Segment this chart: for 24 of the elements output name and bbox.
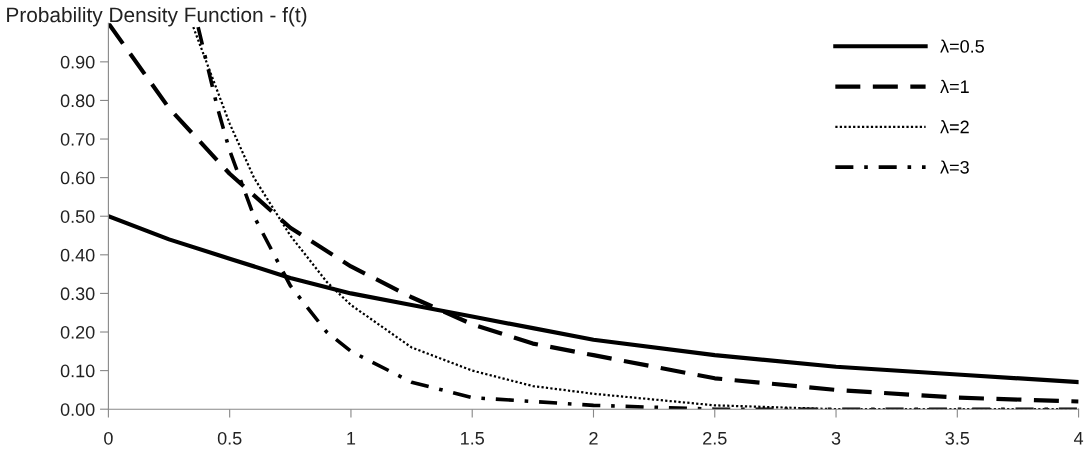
x-tick-label: 2.5: [703, 431, 727, 445]
y-tick-label: 0.30: [60, 287, 95, 301]
x-tick-label: 4: [1073, 432, 1084, 445]
y-tick-label: 0.50: [60, 210, 95, 223]
y-tick-label: 0.90: [60, 55, 95, 69]
x-tick-label: 3.5: [945, 431, 970, 445]
x-tick-label: 0: [104, 431, 113, 445]
y-tick-label: 0.80: [60, 94, 95, 108]
legend-label: λ=1: [940, 79, 969, 93]
x-tick-label: 1.5: [461, 432, 485, 445]
y-tick-label: 0.20: [60, 325, 95, 339]
x-tick-label: 3: [831, 431, 841, 445]
x-tick-label: 1: [347, 432, 356, 445]
y-tick-label: 0.60: [60, 171, 95, 185]
legend-label: λ=0.5: [940, 39, 984, 53]
chart-title: Probability Density Function - f(t): [7, 6, 307, 27]
x-tick-label: 2: [589, 431, 598, 445]
y-tick-label: 0.00: [60, 403, 95, 416]
legend-label: λ=3: [940, 160, 969, 174]
y-tick-label: 0.40: [60, 248, 95, 262]
y-tick-label: 0.70: [60, 132, 95, 146]
y-tick-label: 0.10: [60, 364, 95, 378]
legend-label: λ=2: [940, 120, 969, 134]
x-tick-label: 0.5: [217, 431, 242, 445]
